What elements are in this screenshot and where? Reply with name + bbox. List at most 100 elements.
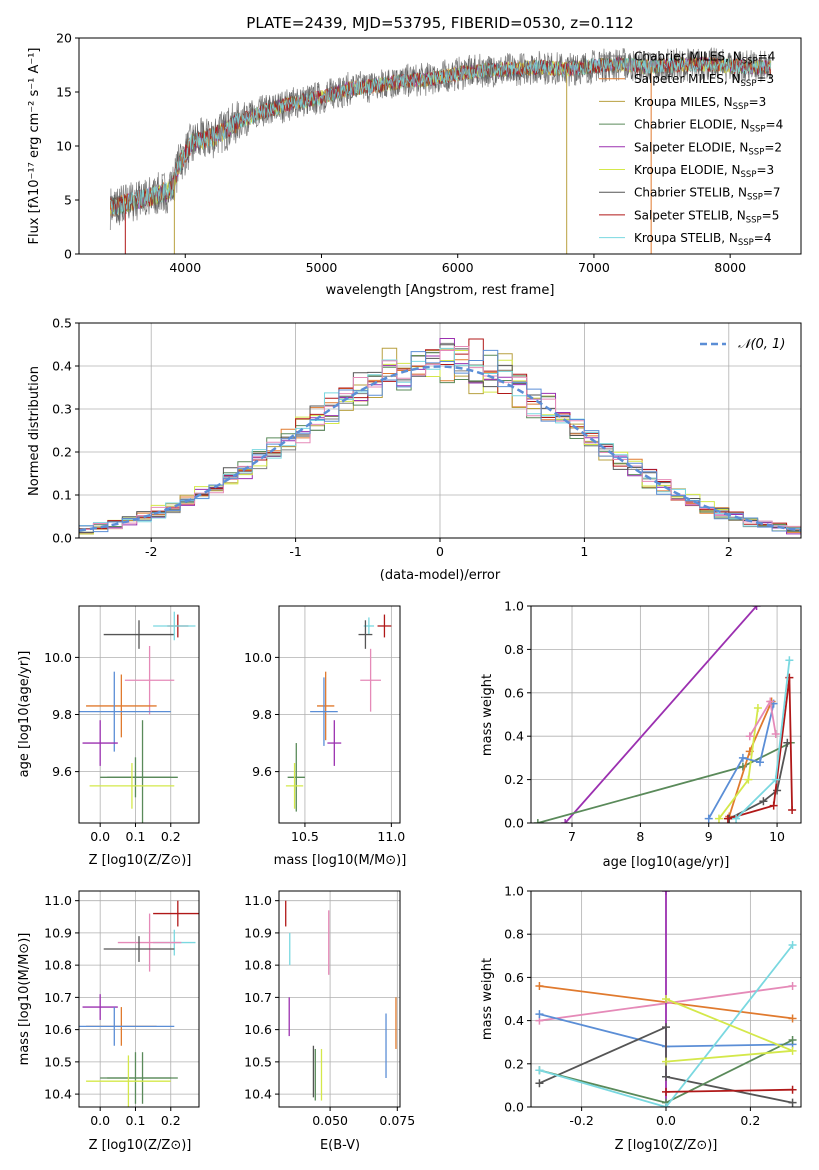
- plus-marker: [535, 982, 544, 991]
- x-tick-label: 0.050: [312, 1113, 348, 1128]
- y-tick-label: 10.7: [44, 990, 72, 1005]
- x-tick-label: 8000: [714, 260, 746, 275]
- plot-frame: [530, 605, 802, 824]
- plus-marker: [788, 1085, 797, 1094]
- mass-weight-line: [727, 677, 793, 820]
- legend-label: Chabrier STELIB, NSSP=7: [634, 186, 781, 203]
- spectrum-legend: Chabrier MILES, NSSP=4 Salpeter MILES, NS…: [599, 50, 783, 248]
- plus-marker: [755, 758, 764, 767]
- plot-frame: [78, 890, 200, 1108]
- gaussian-curve: [79, 365, 801, 532]
- plus-marker: [788, 1046, 797, 1055]
- y-tick-label: 9.8: [52, 707, 72, 722]
- y-tick-label: 9.6: [52, 764, 72, 779]
- plus-marker: [753, 703, 762, 712]
- plus-marker: [752, 606, 761, 610]
- mass-weight-line: [707, 703, 775, 820]
- spectrum-line: [110, 56, 772, 211]
- mass-weight-line: [728, 742, 789, 820]
- legend-label: Chabrier MILES, NSSP=4: [634, 50, 775, 67]
- y-tick-label: 0.2: [504, 1056, 524, 1071]
- plus-marker: [788, 1036, 797, 1045]
- mass-weight-vs-age-ylabel: mass weight: [480, 674, 495, 756]
- mass-vs-ebv-xlabel: E(B-V): [320, 1138, 360, 1153]
- y-tick-label: 11.0: [244, 893, 272, 908]
- x-tick-label: 0.1: [126, 1113, 146, 1128]
- y-tick-label: 5: [64, 193, 72, 208]
- age-vs-Z-xlabel: Z [log10(Z/Z⊙)]: [89, 853, 192, 868]
- y-tick-label: 10: [56, 139, 72, 154]
- x-tick-label: 1: [580, 544, 588, 559]
- y-tick-label: 0.6: [504, 970, 524, 985]
- plus-marker: [662, 995, 670, 1003]
- spectrum-plot-area: 4000 5000 6000 7000 8000 0 5 10 15 20: [56, 31, 802, 275]
- x-tick-label: 10: [769, 829, 785, 844]
- plus-marker: [785, 656, 794, 665]
- residual-histogram: [79, 346, 801, 531]
- mass-vs-ebv-plot-area: 0.050 0.075 10.4 10.5 10.6 10.7 10.8 10.9 11.0: [244, 890, 415, 1128]
- age-vs-Z-ylabel: age [log10(age/yr)]: [17, 651, 32, 778]
- plus-marker: [714, 814, 723, 823]
- x-tick-label: 10.5: [291, 829, 319, 844]
- x-tick-label: 0.0: [90, 1113, 110, 1128]
- mass-weight-vs-Z-xlabel: Z [log10(Z/Z⊙)]: [615, 1138, 718, 1153]
- plus-marker: [732, 814, 741, 823]
- y-tick-label: 10.5: [44, 1054, 72, 1069]
- y-tick-label: 9.6: [252, 764, 272, 779]
- mass-weight-vs-Z-ylabel: mass weight: [480, 958, 495, 1040]
- x-tick-label: 8: [636, 829, 644, 844]
- y-tick-label: 9.8: [252, 707, 272, 722]
- plot-marks: [285, 614, 392, 812]
- plus-marker: [771, 730, 780, 739]
- mass-weight-vs-age-xlabel: age [log10(age/yr)]: [603, 855, 730, 870]
- plus-marker: [771, 775, 780, 784]
- y-tick-label: 0.0: [504, 1100, 524, 1115]
- mass-vs-Z-ylabel: mass [log10(M/M⊙)]: [17, 933, 32, 1066]
- spectrum-title: PLATE=2439, MJD=53795, FIBERID=0530, z=0…: [246, 14, 633, 32]
- x-tick-label: 0: [436, 544, 444, 559]
- y-tick-label: 0.8: [504, 927, 524, 942]
- plus-marker: [788, 1098, 797, 1107]
- mass-weight-line: [665, 1088, 793, 1093]
- y-tick-label: 10.4: [244, 1087, 272, 1102]
- y-tick-label: 0.5: [52, 316, 72, 331]
- x-tick-label: 7000: [578, 260, 610, 275]
- residuals-panel: -2 -1 0 1 2 0.0 0.1 0.2 0.3 0.4 0.5 (data-model)/e…: [27, 316, 802, 583]
- y-tick-label: 0.8: [504, 642, 524, 657]
- plot-marks: [79, 611, 196, 823]
- plot-marks: [109, 46, 772, 254]
- plot-frame: [278, 890, 401, 1108]
- plus-marker: [745, 732, 754, 741]
- x-tick-label: 0.0: [90, 829, 110, 844]
- y-tick-label: 11.0: [44, 893, 72, 908]
- legend-label: Salpeter MILES, NSSP=3: [634, 72, 774, 89]
- mass-vs-Z-xlabel: Z [log10(Z/Z⊙)]: [89, 1138, 192, 1153]
- plus-marker: [662, 1087, 670, 1096]
- y-tick-label: 0.0: [504, 816, 524, 831]
- gaussian-legend-label: 𝒩(0, 1): [738, 337, 785, 352]
- mass-weight-vs-age-plot-area: 7 8 9 10 0.0 0.2 0.4 0.6 0.8 1.0: [504, 599, 802, 844]
- y-tick-label: 1.0: [504, 599, 524, 614]
- x-tick-label: 0.2: [740, 1113, 760, 1128]
- legend-label: Salpeter STELIB, NSSP=5: [634, 208, 779, 225]
- y-tick-label: 0.2: [52, 445, 72, 460]
- y-tick-label: 10.9: [244, 925, 272, 940]
- plus-marker: [662, 891, 670, 895]
- y-tick-label: 10.8: [244, 958, 272, 973]
- residuals-plot-area: -2 -1 0 1 2 0.0 0.1 0.2 0.3 0.4 0.5: [52, 316, 802, 559]
- x-tick-label: 0.0: [656, 1113, 676, 1128]
- y-tick-label: 10.0: [244, 650, 272, 665]
- y-tick-label: 10.8: [44, 958, 72, 973]
- y-tick-label: 10.0: [44, 650, 72, 665]
- legend-label: Salpeter ELODIE, NSSP=2: [634, 140, 782, 157]
- y-tick-label: 0: [64, 247, 72, 262]
- x-tick-label: 0.2: [161, 829, 181, 844]
- y-tick-label: 20: [56, 31, 72, 46]
- y-tick-label: 10.5: [244, 1054, 272, 1069]
- x-tick-label: 11.0: [377, 829, 405, 844]
- residual-histogram: [79, 349, 801, 533]
- mass-weight-vs-Z-plot-area: -0.2 0.0 0.2 0.0 0.2 0.4 0.6 0.8 1.0: [504, 884, 802, 1128]
- plus-marker: [535, 1066, 544, 1075]
- plus-marker: [533, 819, 542, 823]
